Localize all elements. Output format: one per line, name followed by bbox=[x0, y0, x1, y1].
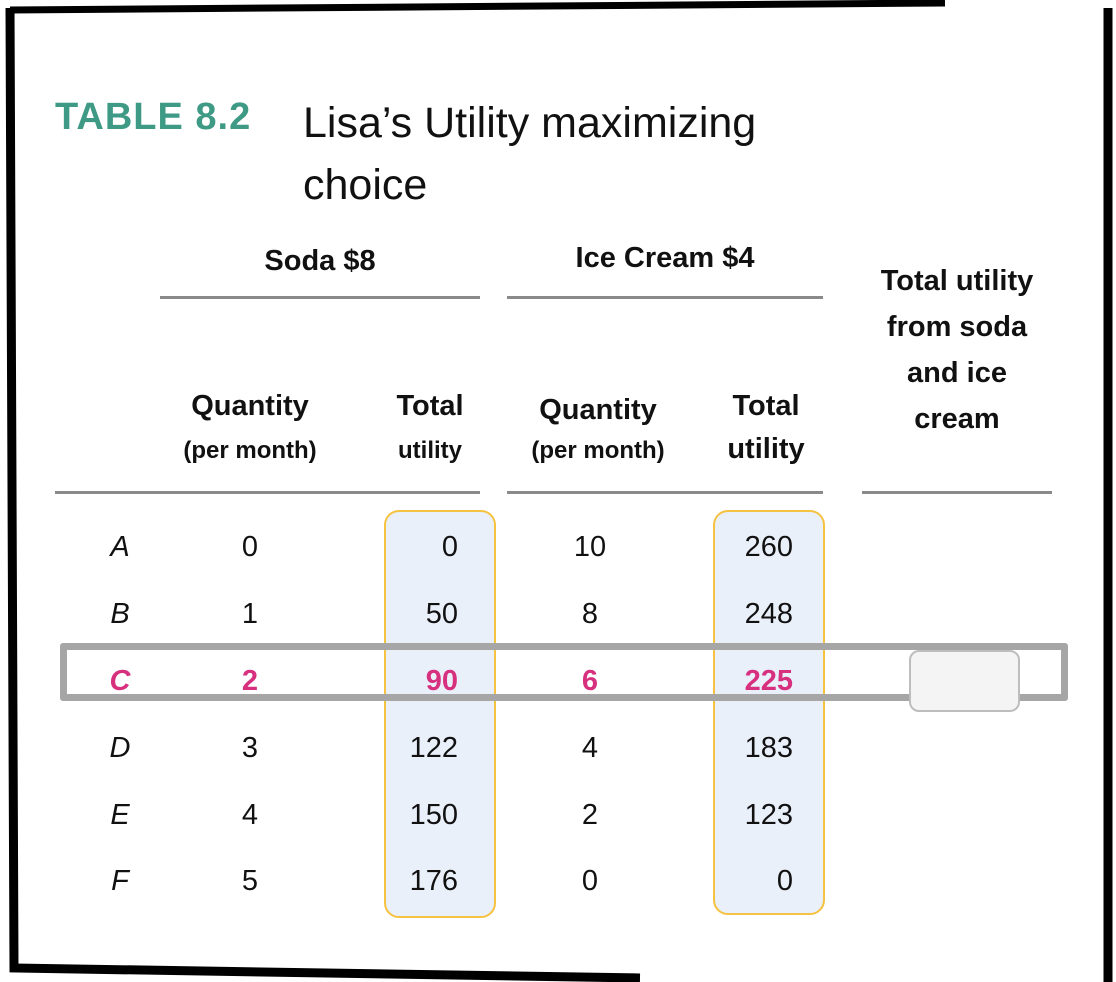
soda-group-header: Soda $8 bbox=[264, 245, 376, 277]
row-label: B bbox=[110, 598, 130, 630]
header-main: Total bbox=[396, 390, 464, 422]
soda-utility-cell: 122 bbox=[409, 732, 458, 764]
row-label: D bbox=[109, 732, 131, 764]
header-main: Total bbox=[732, 390, 800, 422]
soda-utility-cell: 0 bbox=[441, 531, 458, 563]
total-utility-answer-input[interactable] bbox=[909, 650, 1020, 712]
ice-quantity-cell: 10 bbox=[573, 531, 607, 563]
table-row: A 0 0 10 260 bbox=[0, 523, 1116, 573]
table-row: D 3 122 4 183 bbox=[0, 724, 1116, 774]
table-row: E 4 150 2 123 bbox=[0, 791, 1116, 841]
table-number: TABLE 8.2 bbox=[55, 96, 252, 138]
soda-quantity-cell: 4 bbox=[241, 799, 259, 831]
header-sub: (per month) bbox=[531, 437, 665, 464]
table-title: Lisa’s Utility maximizing choice bbox=[303, 99, 757, 209]
ice-quantity-cell: 2 bbox=[581, 799, 599, 831]
soda-quantity-cell: 5 bbox=[241, 865, 259, 897]
row-label: C bbox=[109, 665, 131, 697]
row-label: A bbox=[110, 531, 130, 563]
soda-utility-highlight bbox=[384, 510, 496, 918]
selected-row-box bbox=[60, 643, 1068, 701]
ice-cream-group-header: Ice Cream $4 bbox=[575, 242, 755, 274]
soda-quantity-cell: 1 bbox=[241, 598, 259, 630]
divider bbox=[507, 491, 823, 494]
soda-utility-cell: 50 bbox=[425, 598, 458, 630]
table-row: C 2 90 6 225 bbox=[0, 657, 1116, 707]
soda-utility-cell: 150 bbox=[409, 799, 458, 831]
divider bbox=[55, 491, 480, 494]
soda-quantity-cell: 3 bbox=[241, 732, 259, 764]
ice-quantity-cell: 8 bbox=[581, 598, 599, 630]
ice-quantity-cell: 0 bbox=[581, 865, 599, 897]
row-label: E bbox=[110, 799, 130, 831]
soda-quantity-cell: 2 bbox=[241, 665, 259, 697]
soda-utility-cell: 90 bbox=[425, 665, 458, 697]
ice-quantity-cell: 6 bbox=[581, 665, 599, 697]
soda-quantity-cell: 0 bbox=[241, 531, 259, 563]
ice-utility-cell: 0 bbox=[776, 865, 793, 897]
soda-utility-header: Total utility bbox=[380, 390, 480, 465]
divider bbox=[862, 491, 1052, 494]
ice-utility-cell: 123 bbox=[744, 799, 793, 831]
soda-utility-cell: 176 bbox=[409, 865, 458, 897]
divider bbox=[507, 296, 823, 299]
header-main: Quantity bbox=[191, 390, 309, 422]
ice-utility-cell: 183 bbox=[744, 732, 793, 764]
ice-quantity-cell: 4 bbox=[581, 732, 599, 764]
ice-utility-highlight bbox=[713, 510, 825, 915]
ice-utility-header: Total utility bbox=[710, 390, 822, 466]
table-row: F 5 176 0 0 bbox=[0, 857, 1116, 907]
header-sub: utility bbox=[398, 437, 462, 464]
header-sub: utility bbox=[727, 433, 805, 465]
header-sub: (per month) bbox=[183, 437, 317, 464]
ice-utility-cell: 248 bbox=[744, 598, 793, 630]
ice-utility-cell: 225 bbox=[744, 665, 793, 697]
total-utility-header: Total utility from soda and ice cream bbox=[880, 265, 1034, 435]
divider bbox=[160, 296, 480, 299]
table-row: B 1 50 8 248 bbox=[0, 590, 1116, 640]
ice-utility-cell: 260 bbox=[744, 531, 793, 563]
header-main: Quantity bbox=[539, 394, 657, 426]
soda-quantity-header: Quantity (per month) bbox=[160, 390, 340, 465]
row-label: F bbox=[111, 865, 129, 897]
ice-quantity-header: Quantity (per month) bbox=[507, 394, 689, 465]
